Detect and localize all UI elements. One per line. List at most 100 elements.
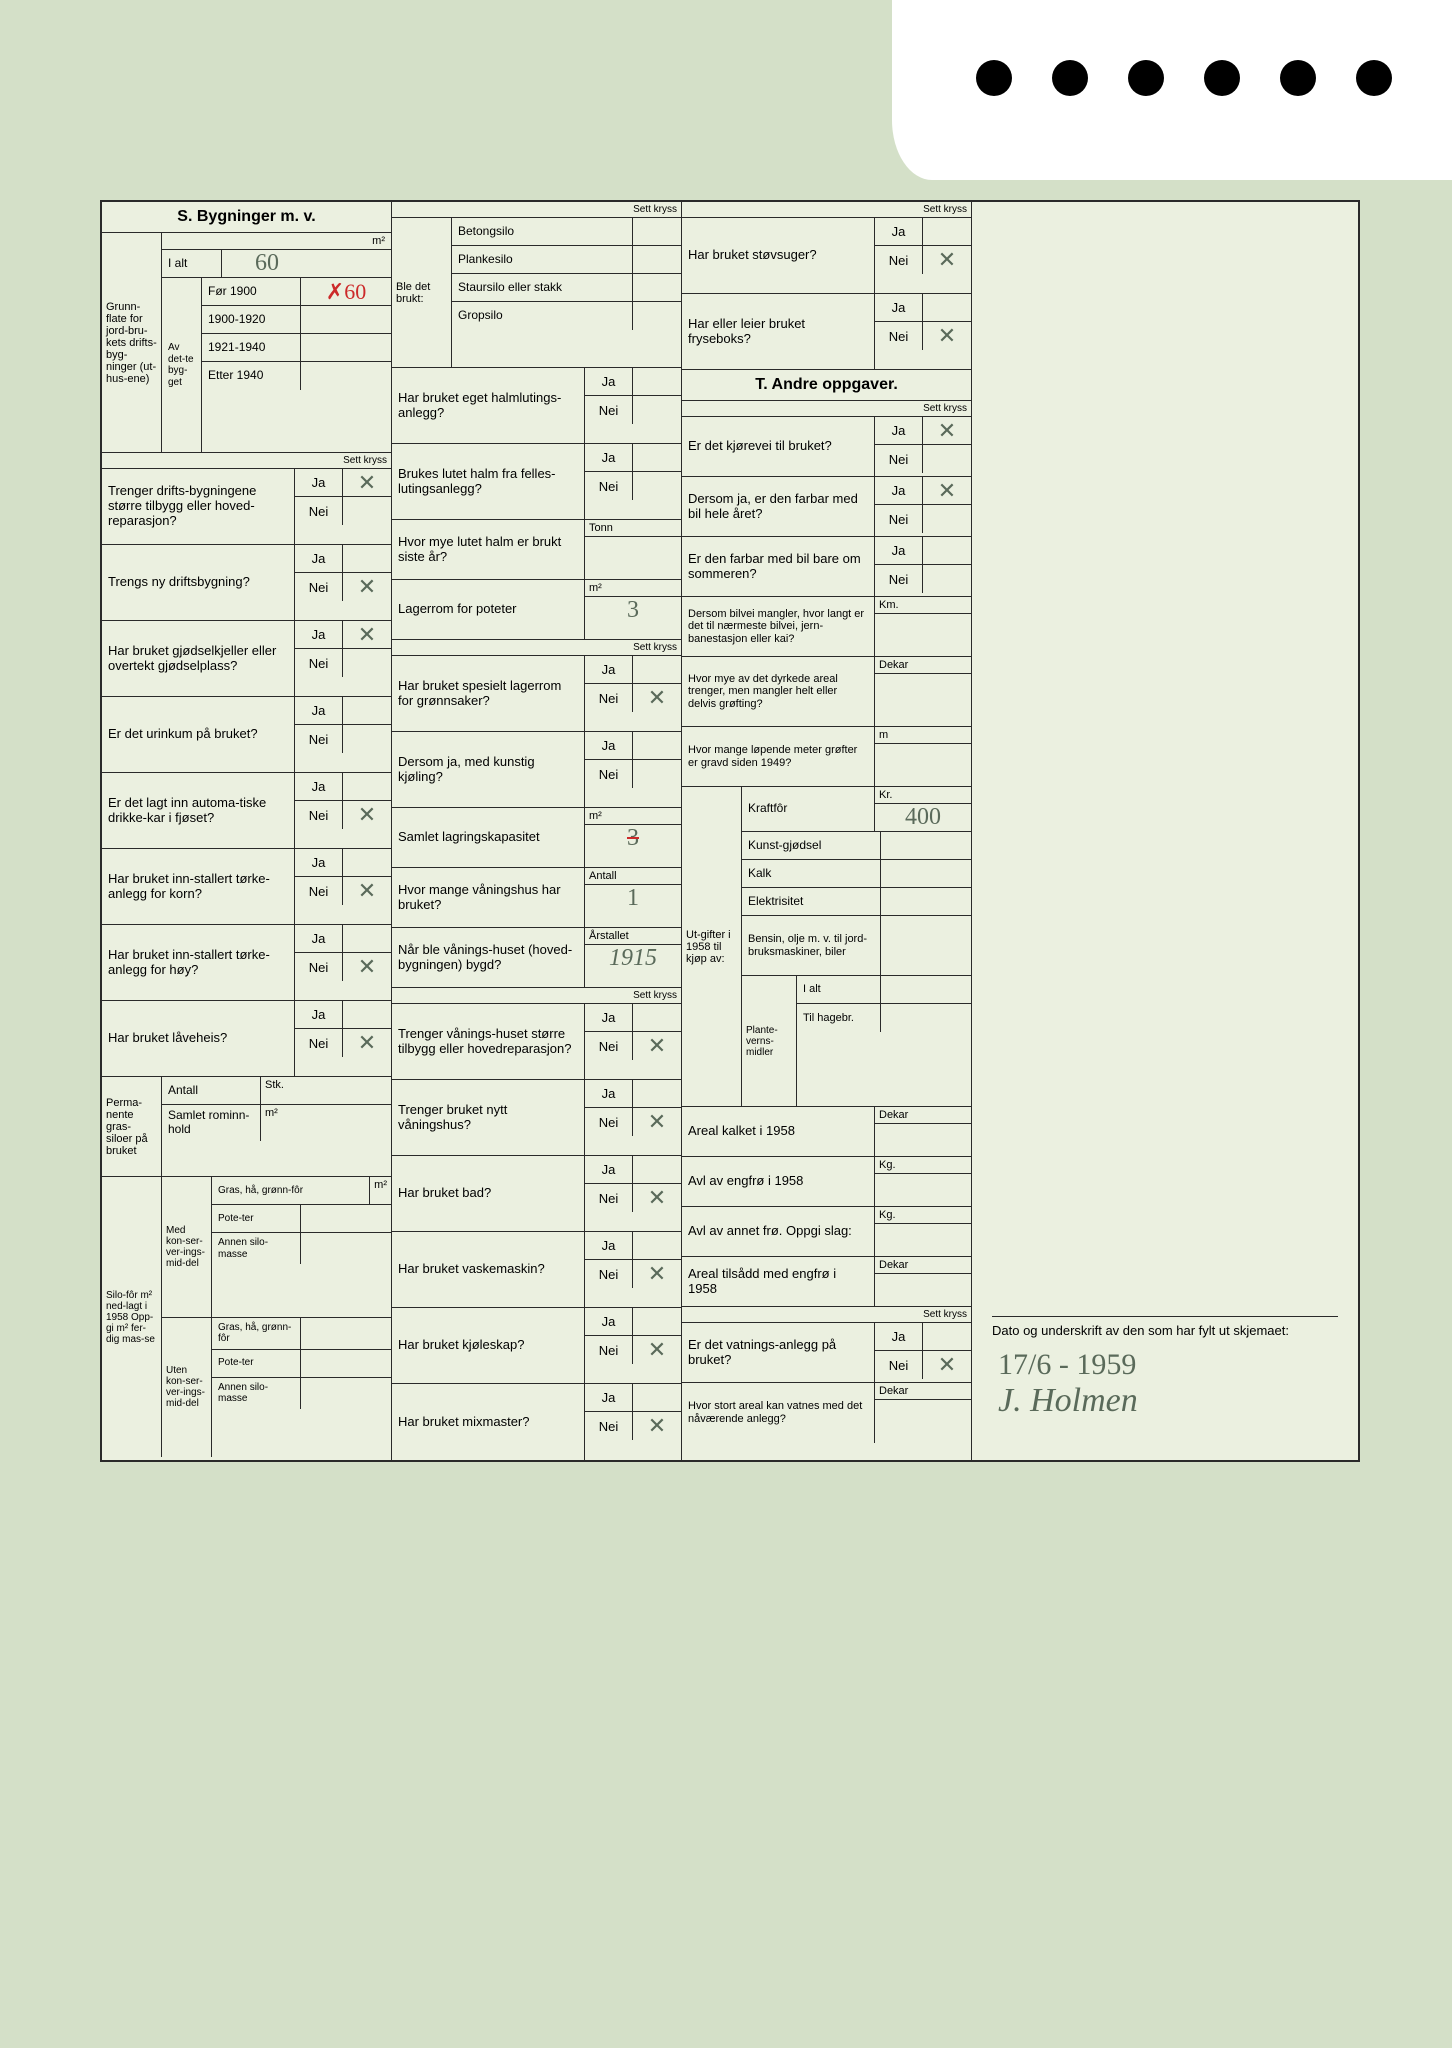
q-vatnes-unit: Dekar xyxy=(875,1383,971,1400)
utg-plante-1: Til hagebr. xyxy=(797,1004,881,1032)
utg-plante-0: I alt xyxy=(797,976,881,1003)
utg-unit: Kr. xyxy=(875,787,971,804)
q-vaske-nei: Nei xyxy=(585,1260,633,1288)
silo-med: Med kon-ser-ver-ings-mid-del xyxy=(162,1177,212,1317)
q-vatning: Er det vatnings-anlegg på bruket? xyxy=(682,1323,875,1382)
silo-uten: Uten kon-ser-ver-ings-mid-del xyxy=(162,1318,212,1458)
q-kjorevei-nei: Nei xyxy=(875,445,923,473)
q-laveheis-ja: Ja xyxy=(295,1001,343,1028)
grunnflate-label: Grunn-flate for jord-bru-kets drifts-byg… xyxy=(102,233,162,452)
q-stov-ja: Ja xyxy=(875,218,923,245)
q-gronn-nei-mark: ✕ xyxy=(633,684,681,712)
q-gjodsel-label: Har bruket gjødselkjeller eller overtekt… xyxy=(102,621,295,696)
utg-4: Bensin, olje m. v. til jord-bruksmaskine… xyxy=(742,916,881,975)
q-vantil: Trenger vånings-huset større tilbygg ell… xyxy=(392,1004,585,1079)
q-grofter-unit: m xyxy=(875,727,971,744)
q-kjorevei-ja: Ja xyxy=(875,417,923,444)
silo-med-annen: Annen silo-masse xyxy=(212,1233,301,1264)
kryss-2a: Sett kryss xyxy=(392,202,681,218)
q-kjole-nei-mark: ✕ xyxy=(633,1336,681,1364)
kryss-3c: Sett kryss xyxy=(682,1307,971,1323)
silotype-0: Betongsilo xyxy=(452,218,633,245)
q-drikkekar-nei-mark: ✕ xyxy=(343,801,391,829)
q-samlet: Samlet lagringskapasitet xyxy=(392,808,585,867)
q-torkehoy-label: Har bruket inn-stallert tørke-anlegg for… xyxy=(102,925,295,1000)
q-kjole-ja: Ja xyxy=(585,1308,633,1335)
kryss-2b: Sett kryss xyxy=(392,640,681,656)
q-vatning-ja: Ja xyxy=(875,1323,923,1350)
q-fryse-nei: Nei xyxy=(875,322,923,350)
q-vatning-nei: Nei xyxy=(875,1351,923,1379)
q-torkekorn-nei-mark: ✕ xyxy=(343,877,391,905)
q-laveheis-label: Har bruket låveheis? xyxy=(102,1001,295,1076)
q-engfro: Avl av engfrø i 1958 xyxy=(682,1157,875,1206)
q-urinkum-label: Er det urinkum på bruket? xyxy=(102,697,295,772)
q-gronn-nei: Nei xyxy=(585,684,633,712)
q-lagerrom: Lagerrom for poteter xyxy=(392,580,585,639)
unit-m2: m² xyxy=(162,233,391,250)
q-farbar-nei: Nei xyxy=(875,505,923,533)
q-sommer-ja: Ja xyxy=(875,537,923,564)
q-hvormye: Hvor mye lutet halm er brukt siste år? xyxy=(392,520,585,579)
utg-2: Kalk xyxy=(742,860,881,887)
q-bad-ja: Ja xyxy=(585,1156,633,1183)
silo-uten-pot: Pote-ter xyxy=(212,1350,301,1377)
q-annetfro-unit: Kg. xyxy=(875,1207,971,1224)
av-dette-label: Av det-te byg-get xyxy=(162,278,202,452)
column-4-margin: Dato og underskrift av den som har fylt … xyxy=(972,202,1358,1460)
q-trenger-ja: Ja xyxy=(295,469,343,496)
q-lagerrom-val: 3 xyxy=(585,597,681,624)
q-kjoling: Dersom ja, med kunstig kjøling? xyxy=(392,732,585,807)
q-gjodsel-ja-mark: ✕ xyxy=(343,621,391,648)
q-vantil-nei-mark: ✕ xyxy=(633,1032,681,1060)
period-2: 1921-1940 xyxy=(202,334,301,361)
silo-uten-annen: Annen silo-masse xyxy=(212,1378,301,1409)
q-kalket-unit: Dekar xyxy=(875,1107,971,1124)
q-drikkekar-nei: Nei xyxy=(295,801,343,829)
q-hvormye-unit: Tonn xyxy=(585,520,681,537)
q-vaske-ja: Ja xyxy=(585,1232,633,1259)
signature-label: Dato og underskrift av den som har fylt … xyxy=(992,1323,1338,1338)
i-alt-label: I alt xyxy=(162,250,222,277)
silo-med-pot: Pote-ter xyxy=(212,1205,301,1232)
q-torkekorn-nei: Nei xyxy=(295,877,343,905)
q-torkehoy-ja: Ja xyxy=(295,925,343,952)
q-torkehoy-nei-mark: ✕ xyxy=(343,953,391,981)
q-bilvei: Dersom bilvei mangler, hvor langt er det… xyxy=(682,597,875,656)
utgifter-label: Ut-gifter i 1958 til kjøp av: xyxy=(682,787,742,1106)
i-alt-value: 60 xyxy=(222,250,312,277)
q-drikkekar-ja: Ja xyxy=(295,773,343,800)
q-vatnes: Hvor stort areal kan vatnes med det nåvæ… xyxy=(682,1383,875,1443)
q-grofting-unit: Dekar xyxy=(875,657,971,674)
q-kjorevei: Er det kjørevei til bruket? xyxy=(682,417,875,476)
q-samlet-val: 3 xyxy=(585,825,681,852)
q-mix-nei-mark: ✕ xyxy=(633,1412,681,1440)
q-nytt: Trenger bruket nytt våningshus? xyxy=(392,1080,585,1155)
period-0: Før 1900 xyxy=(202,278,301,305)
perm-label: Perma-nente gras-siloer på bruket xyxy=(102,1077,162,1176)
silotype-3: Gropsilo xyxy=(452,302,633,330)
signature-name: J. Holmen xyxy=(992,1382,1338,1420)
q-bygd-unit: Årstallet xyxy=(585,928,681,945)
q-bad-nei-mark: ✕ xyxy=(633,1184,681,1212)
kryss-3a: Sett kryss xyxy=(682,202,971,218)
q-trenger-nei: Nei xyxy=(295,497,343,525)
q-annetfro: Avl av annet frø. Oppgi slag: xyxy=(682,1207,875,1256)
q-halm-nei: Nei xyxy=(585,396,633,424)
q-kjoling-nei: Nei xyxy=(585,760,633,788)
q-vantil-ja: Ja xyxy=(585,1004,633,1031)
utg-1: Kunst-gjødsel xyxy=(742,832,881,859)
q-kjorevei-ja-mark: ✕ xyxy=(923,417,971,444)
q-tilsadd: Areal tilsådd med engfrø i 1958 xyxy=(682,1257,875,1306)
q-urinkum-nei: Nei xyxy=(295,725,343,753)
q-mix-ja: Ja xyxy=(585,1384,633,1411)
q-mix: Har bruket mixmaster? xyxy=(392,1384,585,1460)
q-drikkekar-label: Er det lagt inn automa-tiske drikke-kar … xyxy=(102,773,295,848)
q-bygd: Når ble vånings-huset (hoved-bygningen) … xyxy=(392,928,585,987)
kryss-1: Sett kryss xyxy=(102,453,391,469)
period-3: Etter 1940 xyxy=(202,362,301,390)
q-ny-ja: Ja xyxy=(295,545,343,572)
period-1: 1900-1920 xyxy=(202,306,301,333)
form-page: S. Bygninger m. v. Grunn-flate for jord-… xyxy=(100,200,1360,1462)
q-trenger-label: Trenger drifts-bygningene større tilbygg… xyxy=(102,469,295,544)
